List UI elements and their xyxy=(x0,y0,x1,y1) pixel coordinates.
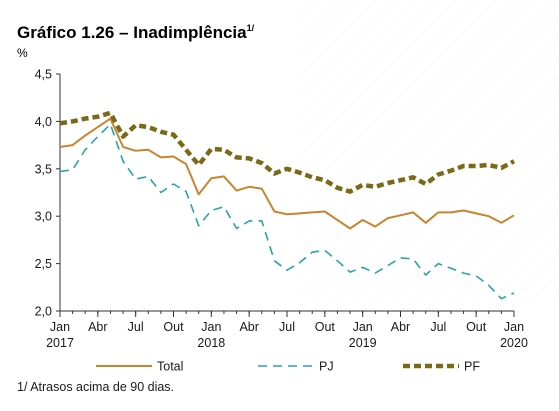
x-tick-label-month: Jan xyxy=(201,320,221,334)
y-tick-label: 2,5 xyxy=(35,257,52,271)
x-tick-label-year: 2019 xyxy=(349,336,377,350)
y-tick-label: 4,0 xyxy=(35,115,52,129)
legend-label-pf: PF xyxy=(464,360,480,374)
y-tick-label: 2,0 xyxy=(35,305,52,319)
x-axis: Jan 2017 Abr Jul Out Jan 2018 Abr Jul Out Jan 2019 A… xyxy=(46,311,528,350)
legend-label-pj: PJ xyxy=(319,360,334,374)
x-tick-label-month: Jul xyxy=(279,320,295,334)
series-line-pf xyxy=(59,110,516,194)
x-tick-label-month: Jul xyxy=(430,320,446,334)
legend: Total PJ PF xyxy=(96,360,480,374)
x-tick-label-month: Jul xyxy=(128,320,144,334)
footnote: 1/ Atrasos acima de 90 dias. xyxy=(17,380,174,394)
x-tick-label-year: 2020 xyxy=(500,336,528,350)
x-tick-label-month: Jan xyxy=(353,320,373,334)
x-tick-label-month: Out xyxy=(315,320,336,334)
x-tick-label-month: Jan xyxy=(504,320,524,334)
series-line-total xyxy=(59,117,515,230)
series-line-pj xyxy=(59,123,515,300)
x-tick-label-year: 2017 xyxy=(46,336,74,350)
series-layer xyxy=(59,110,516,300)
y-tick-label: 4,5 xyxy=(35,68,52,82)
chart-title: Gráfico 1.26 – Inadimplência1/ xyxy=(17,23,255,42)
y-tick-label: 3,0 xyxy=(35,210,52,224)
x-tick-label-month: Abr xyxy=(239,320,258,334)
y-axis-unit: % xyxy=(17,46,28,60)
x-tick-label-month: Abr xyxy=(391,320,410,334)
x-tick-label-month: Jan xyxy=(50,320,70,334)
background-watermark xyxy=(300,0,559,300)
x-tick-label-year: 2018 xyxy=(197,336,225,350)
x-tick-label-month: Abr xyxy=(88,320,107,334)
y-axis: 2,0 2,5 3,0 3,5 4,0 4,5 xyxy=(35,68,60,319)
legend-label-total: Total xyxy=(157,360,183,374)
x-tick-label-month: Out xyxy=(163,320,184,334)
y-tick-label: 3,5 xyxy=(35,162,52,176)
x-tick-label-month: Out xyxy=(466,320,487,334)
